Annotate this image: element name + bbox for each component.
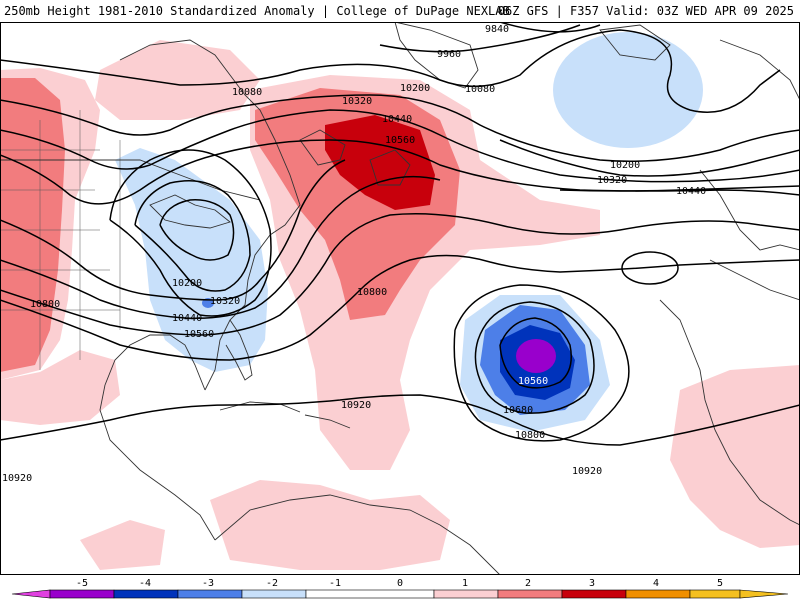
- contour-label: 10560: [184, 329, 214, 340]
- colorbar-swatches: [11, 589, 789, 599]
- colorbar-ticks: -5 -4 -3 -2 -1 0 1 2 3 4 5: [76, 578, 723, 589]
- colorbar-tick: 4: [653, 578, 659, 589]
- colorbar-arrow-right: [739, 589, 789, 599]
- anomaly-samerica-light: [210, 480, 450, 570]
- contour-10080: [0, 29, 781, 113]
- colorbar-tick: -4: [139, 578, 151, 589]
- colorbar-tick: -3: [202, 578, 214, 589]
- contour-label: 10920: [572, 466, 602, 477]
- contour-trough-10680: [134, 180, 251, 292]
- anomaly-africa-light: [670, 365, 800, 548]
- anomaly-ne-atlantic-neg: [553, 32, 703, 148]
- anomaly-atlantic-core: [325, 115, 435, 210]
- contour-low-mid: [474, 301, 595, 414]
- contour-trough-10560: [109, 149, 272, 317]
- contour-10320-north: [0, 109, 800, 183]
- colorbar-swatch: [177, 589, 243, 599]
- contour-trough-outer-1: [0, 159, 346, 301]
- contour-label-group: 9840 9960 10080 10080 10200 10320 10440 …: [2, 24, 706, 484]
- contour-trough-outer-2: [0, 175, 441, 320]
- colorbar-tick: 2: [525, 578, 531, 589]
- colorbar-swatch: [241, 589, 307, 599]
- colorbar-tick: -5: [76, 578, 88, 589]
- colorbar-swatch: [113, 589, 179, 599]
- colorbar-tick: 5: [717, 578, 723, 589]
- contour-label: 10680: [503, 405, 533, 416]
- contour-label: 10320: [597, 175, 627, 186]
- contour-label: 10440: [382, 114, 412, 125]
- contour-label: 10920: [2, 473, 32, 484]
- contour-low-outer: [453, 284, 630, 442]
- contour-10800-band: [0, 254, 800, 361]
- anomaly-west-mid: [0, 78, 65, 372]
- colorbar-tick: -1: [329, 578, 341, 589]
- contour-10920-south: [0, 394, 800, 446]
- contour-10200-north: [0, 94, 800, 162]
- colorbar: -5 -4 -3 -2 -1 0 1 2 3 4 5: [0, 575, 800, 600]
- height-contours: [0, 22, 800, 446]
- anomaly-map: 9840 9960 10080 10080 10200 10320 10440 …: [0, 22, 800, 575]
- colorbar-tick: -2: [266, 578, 278, 589]
- map-title: 250mb Height 1981-2010 Standardized Anom…: [4, 4, 510, 18]
- colorbar-tick: 0: [397, 578, 403, 589]
- contour-label: 10440: [172, 313, 202, 324]
- contour-trough-10800: [159, 199, 235, 261]
- anomaly-low-center: [516, 339, 556, 373]
- colorbar-swatch: [49, 589, 115, 599]
- contour-label: 10800: [30, 299, 60, 310]
- contour-label: 10800: [515, 430, 545, 441]
- colorbar-swatch: [625, 589, 691, 599]
- contour-label: 10440: [676, 186, 706, 197]
- contour-trough-outer-3: [0, 213, 800, 336]
- anomaly-pacific-light: [80, 520, 165, 570]
- contour-east-10320: [499, 139, 800, 177]
- contour-label: 10200: [610, 160, 640, 171]
- contour-label: 10560: [385, 135, 415, 146]
- contour-closed-ring: [621, 251, 679, 285]
- contour-label: 10320: [210, 296, 240, 307]
- colorbar-swatch: [561, 589, 627, 599]
- colorbar-swatch: [497, 589, 563, 599]
- contour-label: 9960: [437, 49, 461, 60]
- colorbar-tick: 3: [589, 578, 595, 589]
- contour-label: 10080: [465, 84, 495, 95]
- contour-label: 10560: [518, 376, 548, 387]
- colorbar-tick: 1: [462, 578, 468, 589]
- contour-east-10440: [559, 185, 800, 192]
- contour-label: 10320: [342, 96, 372, 107]
- contour-label: 9840: [485, 24, 509, 35]
- contour-low-inner: [499, 317, 572, 389]
- colorbar-swatch: [689, 589, 741, 599]
- contour-label: 10080: [232, 87, 262, 98]
- contour-9960: [379, 24, 581, 53]
- contour-label: 10920: [341, 400, 371, 411]
- anomaly-southwest-light: [0, 350, 120, 425]
- contour-label: 10800: [357, 287, 387, 298]
- contour-label: 10200: [400, 83, 430, 94]
- map-header: 250mb Height 1981-2010 Standardized Anom…: [0, 0, 800, 22]
- colorbar-swatch: [305, 589, 435, 599]
- model-run-info: 06Z GFS | F357 Valid: 03Z WED APR 09 202…: [497, 4, 794, 18]
- contour-label: 10200: [172, 278, 202, 289]
- contour-9840: [499, 22, 601, 33]
- colorbar-swatch: [433, 589, 499, 599]
